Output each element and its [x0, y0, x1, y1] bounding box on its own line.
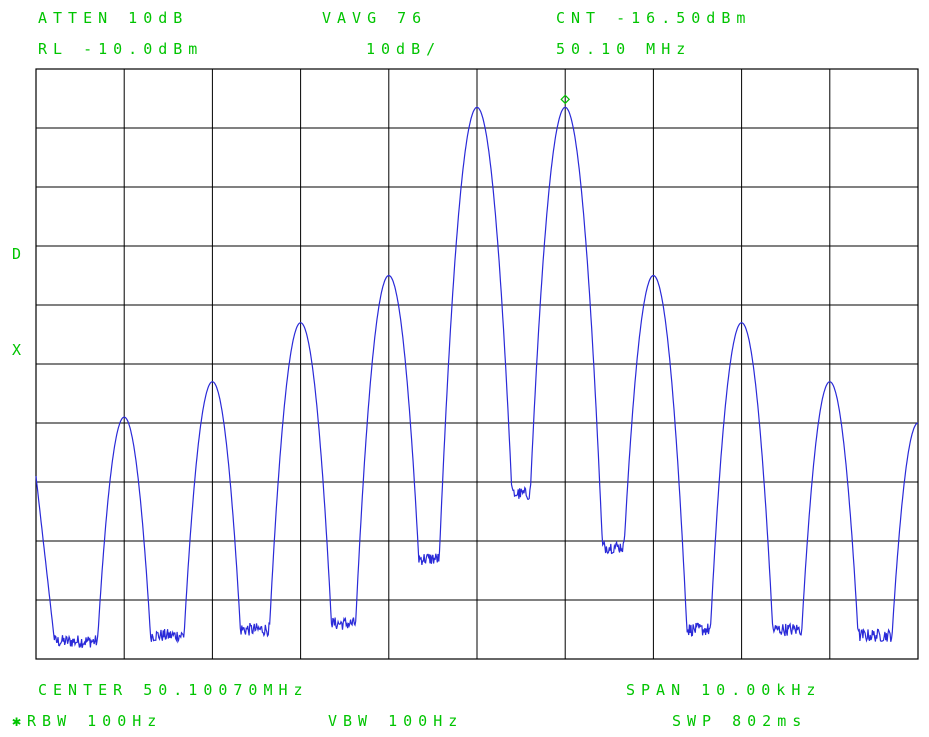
reference-level-label: RL -10.0dBm [38, 40, 204, 58]
marker [560, 94, 571, 105]
marker-diamond [560, 94, 571, 105]
graticule [36, 69, 918, 659]
sweep-time-label: SWP 802ms [672, 712, 808, 730]
detector-x-label: X [12, 341, 28, 359]
marker-frequency-label: 50.10 MHz [556, 40, 692, 58]
video-average-label: VAVG 76 [322, 9, 428, 27]
marker-amplitude-label: CNT -16.50dBm [556, 9, 752, 27]
center-frequency-label: CENTER 50.10070MHz [38, 681, 309, 699]
attenuation-label: ATTEN 10dB [38, 9, 189, 27]
video-bandwidth-label: VBW 100Hz [328, 712, 464, 730]
detector-d-label: D [12, 245, 28, 263]
resolution-bandwidth-label: ✱RBW 100Hz [12, 712, 163, 730]
span-label: SPAN 10.00kHz [626, 681, 822, 699]
spectrum-trace [35, 106, 919, 649]
scale-label: 10dB/ [366, 40, 442, 58]
